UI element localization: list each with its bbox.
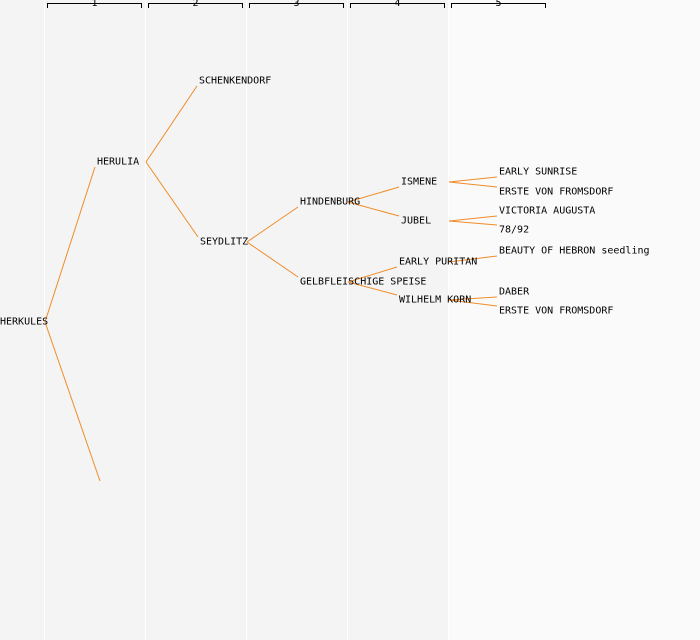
pedigree-edge [448, 215, 498, 222]
column-gridline-2 [145, 0, 146, 640]
pedigree-edge [145, 161, 199, 238]
pedigree-edge [347, 266, 398, 283]
pedigree-edge [448, 299, 498, 307]
pedigree-edge [246, 241, 299, 278]
generation-header-2: 2 [148, 0, 243, 9]
generation-header-5: 5 [451, 0, 546, 9]
generation-number: 5 [495, 0, 502, 9]
generation-number: 1 [91, 0, 98, 9]
column-gridline-3 [246, 0, 247, 640]
tree-node-erste-von-fromsdorf-1[interactable]: ERSTE VON FROMSDORF [499, 186, 614, 198]
tree-node-daber[interactable]: DABER [499, 286, 530, 298]
tree-node-herulia[interactable]: HERULIA [97, 156, 140, 168]
tree-node-erste-von-fromsdorf-2[interactable]: ERSTE VON FROMSDORF [499, 305, 614, 317]
generation-number: 4 [394, 0, 401, 9]
generation-header-1: 1 [47, 0, 142, 9]
tree-node-wilhelm-korn[interactable]: WILHELM KORN [399, 294, 472, 306]
column-gridline-5 [448, 0, 449, 640]
generation-number: 2 [192, 0, 199, 9]
column-gridline-1 [44, 0, 45, 640]
tree-node-ismene[interactable]: ISMENE [401, 176, 438, 188]
pedigree-edge [44, 321, 101, 482]
tree-node-victoria-augusta[interactable]: VICTORIA AUGUSTA [499, 205, 596, 217]
tree-node-early-sunrise[interactable]: EARLY SUNRISE [499, 166, 578, 178]
generation-header-3: 3 [249, 0, 344, 9]
pedigree-edge [347, 201, 400, 217]
tree-node-jubel[interactable]: JUBEL [401, 215, 432, 227]
tree-node-hindenburg[interactable]: HINDENBURG [300, 196, 361, 208]
pedigree-edge [145, 85, 198, 163]
column-gridline-4 [347, 0, 348, 640]
tree-node-gelbfleischige-speise[interactable]: GELBFLEISCHIGE SPEISE [300, 276, 427, 288]
tree-node-78-92[interactable]: 78/92 [499, 224, 530, 236]
tree-node-early-puritan[interactable]: EARLY PURITAN [399, 256, 478, 268]
pedigree-edge [44, 166, 96, 323]
pedigree-edge [246, 206, 299, 243]
tree-node-herkules[interactable]: HERKULES [0, 316, 49, 328]
pedigree-edge [448, 181, 498, 188]
generation-number: 3 [293, 0, 300, 9]
pedigree-edge [347, 186, 400, 203]
pedigree-edge [448, 220, 498, 226]
tree-node-schenkendorf[interactable]: SCHENKENDORF [199, 75, 272, 87]
tree-node-seydlitz[interactable]: SEYDLITZ [200, 236, 249, 248]
pedigree-edge [347, 281, 398, 296]
pedigree-edge [448, 255, 498, 263]
pedigree-edge [448, 296, 498, 301]
right-margin-panel [449, 0, 700, 640]
pedigree-edge [448, 176, 498, 183]
tree-node-beauty-of-hebron-seedling[interactable]: BEAUTY OF HEBRON seedling [499, 245, 650, 257]
generation-header-4: 4 [350, 0, 445, 9]
